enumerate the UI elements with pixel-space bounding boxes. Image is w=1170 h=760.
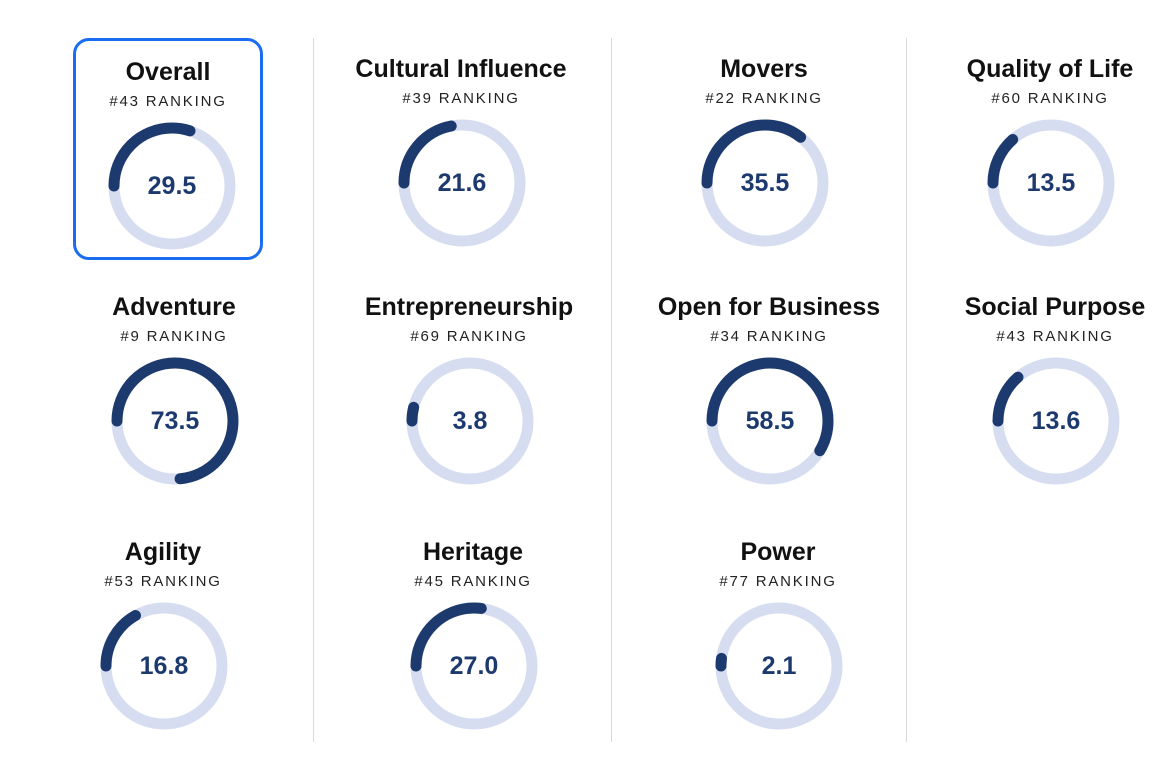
metric-title: Adventure <box>112 293 236 321</box>
gauge-arc <box>987 119 1115 247</box>
metric-score: 13.5 <box>1026 169 1076 197</box>
gauge-arc <box>108 122 236 250</box>
column-divider-2 <box>611 38 612 742</box>
metric-card-movers[interactable]: Movers #22 RANKING 35.5 <box>669 38 859 260</box>
metric-ranking: #45 RANKING <box>414 573 532 590</box>
metric-ranking: #77 RANKING <box>719 573 837 590</box>
metric-card-adventure[interactable]: Adventure #9 RANKING 73.5 <box>79 276 269 498</box>
metric-title: Entrepreneurship <box>364 293 574 321</box>
metric-score: 13.6 <box>1031 407 1081 435</box>
score-gauge <box>706 357 834 485</box>
metric-ranking: #34 RANKING <box>710 328 828 345</box>
score-gauge <box>410 602 538 730</box>
metric-title: Social Purpose <box>964 293 1146 321</box>
metric-card-open-for-business[interactable]: Open for Business #34 RANKING 58.5 <box>658 276 880 498</box>
metric-score: 35.5 <box>740 169 790 197</box>
gauge-arc <box>706 357 834 485</box>
metric-score: 29.5 <box>147 172 197 200</box>
metric-title: Open for Business <box>657 293 881 321</box>
gauge-arc <box>410 602 538 730</box>
metric-score: 16.8 <box>139 652 189 680</box>
metric-card-cultural-influence[interactable]: Cultural Influence #39 RANKING 21.6 <box>355 38 567 260</box>
metric-card-power[interactable]: Power #77 RANKING 2.1 <box>683 521 873 743</box>
metric-score: 27.0 <box>449 652 499 680</box>
column-divider-1 <box>313 38 314 742</box>
metric-score: 73.5 <box>150 407 200 435</box>
score-gauge <box>987 119 1115 247</box>
metric-card-heritage[interactable]: Heritage #45 RANKING 27.0 <box>378 521 568 743</box>
score-gauge <box>992 357 1120 485</box>
score-gauge <box>406 357 534 485</box>
gauge-arc <box>111 357 239 485</box>
score-gauge <box>111 357 239 485</box>
metric-score: 3.8 <box>452 407 488 435</box>
score-gauge <box>701 119 829 247</box>
score-gauge <box>108 122 236 250</box>
score-gauge <box>715 602 843 730</box>
metric-ranking: #43 RANKING <box>109 93 227 110</box>
gauge-arc <box>701 119 829 247</box>
metric-card-entrepreneurship[interactable]: Entrepreneurship #69 RANKING 3.8 <box>365 276 573 498</box>
score-gauge <box>398 119 526 247</box>
gauge-arc <box>406 357 534 485</box>
metric-ranking: #53 RANKING <box>104 573 222 590</box>
metric-card-overall[interactable]: Overall #43 RANKING 29.5 <box>73 38 263 260</box>
metric-title: Cultural Influence <box>355 55 567 83</box>
metric-score: 21.6 <box>437 169 487 197</box>
gauge-arc <box>398 119 526 247</box>
metric-ranking: #69 RANKING <box>410 328 528 345</box>
metric-card-agility[interactable]: Agility #53 RANKING 16.8 <box>68 521 258 743</box>
metric-ranking: #43 RANKING <box>996 328 1114 345</box>
gauge-arc <box>992 357 1120 485</box>
metric-ranking: #60 RANKING <box>991 90 1109 107</box>
metric-title: Agility <box>124 538 202 566</box>
metric-card-social-purpose[interactable]: Social Purpose #43 RANKING 13.6 <box>960 276 1150 498</box>
gauge-arc <box>715 602 843 730</box>
metric-ranking: #22 RANKING <box>705 90 823 107</box>
metric-ranking: #9 RANKING <box>120 328 228 345</box>
metric-score: 2.1 <box>761 652 797 680</box>
metric-title: Movers <box>720 55 808 83</box>
metric-score: 58.5 <box>745 407 795 435</box>
metric-title: Quality of Life <box>966 55 1134 83</box>
column-divider-3 <box>906 38 907 742</box>
score-gauge <box>100 602 228 730</box>
metric-title: Heritage <box>422 538 524 566</box>
metric-ranking: #39 RANKING <box>402 90 520 107</box>
metric-title: Power <box>740 538 816 566</box>
metric-card-quality-of-life[interactable]: Quality of Life #60 RANKING 13.5 <box>955 38 1145 260</box>
gauge-arc <box>100 602 228 730</box>
metric-title: Overall <box>125 58 211 86</box>
